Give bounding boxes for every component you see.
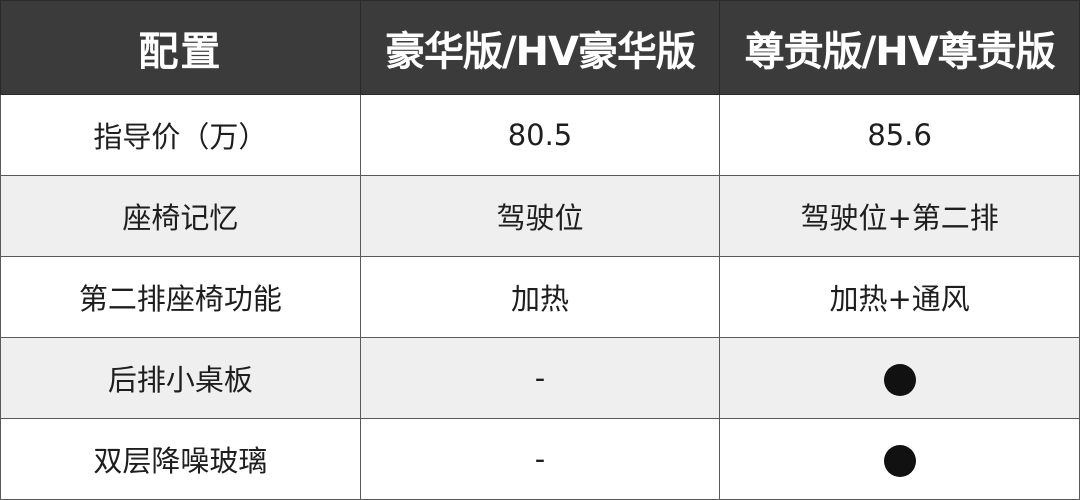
table-cell: 加热	[359, 256, 721, 338]
table-cell: 加热+通风	[719, 256, 1080, 338]
table-cell: -	[359, 337, 721, 419]
header-luxury: 豪华版/HV豪华版	[359, 0, 721, 95]
table-cell	[719, 418, 1080, 500]
header-row: 配置 豪华版/HV豪华版 尊贵版/HV尊贵版	[0, 0, 1080, 95]
header-config: 配置	[0, 0, 361, 95]
table-cell: 85.6	[719, 94, 1080, 176]
header-premium: 尊贵版/HV尊贵版	[719, 0, 1080, 95]
table-row: 指导价（万） 80.5 85.6	[0, 94, 1080, 176]
table-cell: 驾驶位	[359, 175, 721, 257]
table-cell	[719, 337, 1080, 419]
row-label: 座椅记忆	[0, 175, 361, 257]
table-row: 双层降噪玻璃 -	[0, 418, 1080, 500]
table-row: 后排小桌板 -	[0, 337, 1080, 419]
filled-dot-icon	[883, 363, 916, 396]
table-row: 座椅记忆 驾驶位 驾驶位+第二排	[0, 175, 1080, 257]
filled-dot-icon	[883, 444, 916, 477]
table-cell: 80.5	[359, 94, 721, 176]
row-label: 后排小桌板	[0, 337, 361, 419]
table-cell: -	[359, 418, 721, 500]
row-label: 第二排座椅功能	[0, 256, 361, 338]
table-row: 第二排座椅功能 加热 加热+通风	[0, 256, 1080, 338]
row-label: 指导价（万）	[0, 94, 361, 176]
table-cell: 驾驶位+第二排	[719, 175, 1080, 257]
row-label: 双层降噪玻璃	[0, 418, 361, 500]
